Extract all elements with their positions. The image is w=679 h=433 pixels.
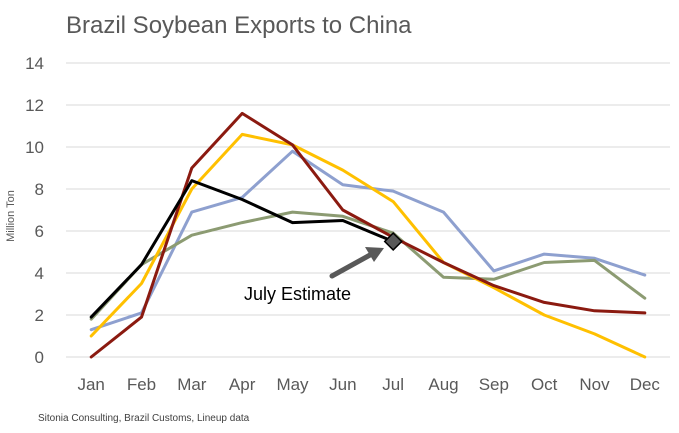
x-tick-label: Apr <box>229 375 256 394</box>
series-line-3 <box>89 132 647 359</box>
annotation-label: July Estimate <box>244 284 351 304</box>
y-tick-label: 10 <box>25 138 44 157</box>
x-tick-label: Dec <box>630 375 661 394</box>
y-tick-label: 12 <box>25 96 44 115</box>
y-tick-label: 4 <box>35 264 44 283</box>
annotation-arrow <box>329 252 373 279</box>
x-tick-label: Jul <box>382 375 404 394</box>
x-tick-label: Oct <box>531 375 558 394</box>
x-tick-label: Sep <box>479 375 509 394</box>
annotation-arrowhead <box>365 247 384 262</box>
x-tick-label: Feb <box>127 375 156 394</box>
series-line-5 <box>89 179 395 319</box>
x-tick-label: Jun <box>329 375 356 394</box>
x-tick-label: Mar <box>177 375 207 394</box>
y-tick-label: 8 <box>35 180 44 199</box>
series-line-2 <box>89 210 647 321</box>
x-tick-label: Jan <box>77 375 104 394</box>
series-line-1 <box>89 149 647 332</box>
chart-title: Brazil Soybean Exports to China <box>66 12 412 39</box>
source-note: Sitonia Consulting, Brazil Customs, Line… <box>38 413 250 424</box>
y-tick-label: 14 <box>25 54 44 73</box>
y-tick-label: 6 <box>35 222 44 241</box>
x-tick-label: May <box>276 375 309 394</box>
y-tick-label: 0 <box>35 348 44 367</box>
estimate-marker <box>383 231 403 252</box>
x-tick-label: Nov <box>579 375 610 394</box>
x-tick-label: Aug <box>428 375 458 394</box>
y-tick-label: 2 <box>35 306 44 325</box>
